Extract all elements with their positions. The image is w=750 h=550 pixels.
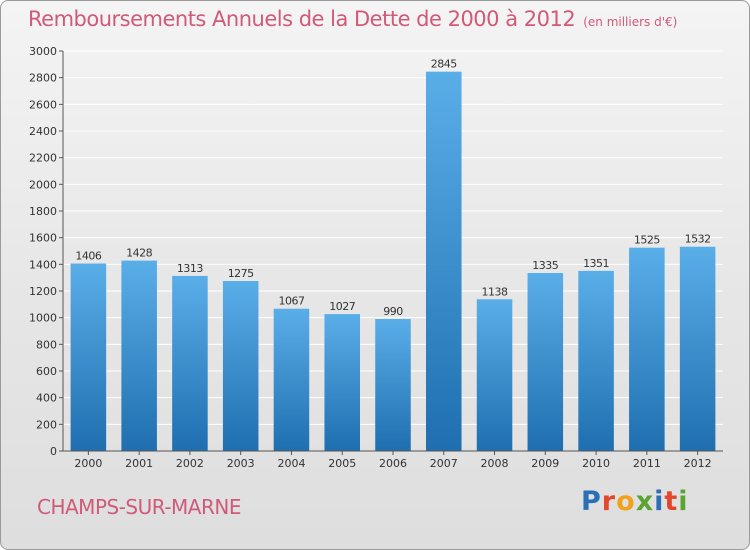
data-label: 1351 bbox=[583, 257, 609, 270]
x-tick-label: 2011 bbox=[633, 457, 661, 470]
bar-2003 bbox=[222, 281, 259, 451]
y-tick-label: 1600 bbox=[29, 232, 57, 245]
bar-2006 bbox=[375, 319, 411, 451]
x-tick-label: 2009 bbox=[531, 457, 559, 470]
data-label: 1428 bbox=[126, 247, 152, 260]
bars bbox=[70, 71, 716, 452]
chart-subtitle: (en milliers d'€) bbox=[583, 15, 678, 29]
x-tick-label: 2008 bbox=[481, 457, 509, 470]
y-tick-label: 3000 bbox=[29, 45, 57, 58]
y-tick-label: 200 bbox=[36, 418, 57, 431]
bar-2008 bbox=[476, 299, 513, 451]
bar-2010 bbox=[578, 270, 614, 451]
x-tick-label: 2001 bbox=[125, 457, 153, 470]
logo-letter: o bbox=[616, 486, 636, 517]
data-label: 2845 bbox=[431, 58, 457, 71]
logo-letter: i bbox=[654, 486, 665, 517]
x-tick-label: 2005 bbox=[328, 457, 356, 470]
bar-2012 bbox=[679, 246, 716, 451]
x-tick-label: 2006 bbox=[379, 457, 407, 470]
x-tick-label: 2000 bbox=[74, 457, 102, 470]
data-label: 1532 bbox=[685, 233, 711, 246]
logo-letter: t bbox=[664, 486, 679, 517]
y-tick-label: 2800 bbox=[29, 72, 57, 85]
logo-letter: i bbox=[678, 486, 689, 517]
data-label: 990 bbox=[383, 305, 403, 318]
x-tick-label: 2004 bbox=[277, 457, 305, 470]
data-label: 1313 bbox=[177, 262, 203, 275]
y-tick-label: 400 bbox=[36, 392, 57, 405]
bar-2001 bbox=[121, 260, 157, 451]
y-tick-label: 1200 bbox=[29, 285, 57, 298]
data-label: 1525 bbox=[634, 234, 660, 247]
labels: 0 200 400 600 800 1000 1200 1400 1600 1800 2000 220… bbox=[29, 45, 712, 470]
y-tick-label: 1000 bbox=[29, 312, 57, 325]
bar-2005 bbox=[324, 314, 360, 451]
data-label: 1027 bbox=[329, 300, 355, 313]
bar-2007 bbox=[426, 71, 462, 452]
logo-letter: r bbox=[601, 486, 617, 517]
y-tick-label: 1800 bbox=[29, 205, 57, 218]
y-tick-label: 2000 bbox=[29, 178, 57, 191]
logo-letter: P bbox=[581, 486, 602, 517]
y-tick-label: 2200 bbox=[29, 152, 57, 165]
data-label: 1275 bbox=[228, 267, 254, 280]
commune-name: CHAMPS-SUR-MARNE bbox=[37, 495, 241, 519]
x-tick-label: 2012 bbox=[684, 457, 712, 470]
title-text: Remboursements Annuels de la Dette de 20… bbox=[28, 7, 576, 31]
data-label: 1335 bbox=[532, 259, 558, 272]
bar-2011 bbox=[629, 247, 665, 451]
chart-title: Remboursements Annuels de la Dette de 20… bbox=[28, 7, 677, 31]
data-label: 1067 bbox=[278, 295, 304, 308]
y-tick-label: 0 bbox=[50, 445, 57, 458]
y-tick-label: 800 bbox=[36, 338, 57, 351]
logo-letter: x bbox=[635, 486, 655, 517]
bar-2004 bbox=[273, 308, 310, 451]
data-label: 1138 bbox=[482, 285, 508, 298]
bar-2009 bbox=[527, 273, 564, 451]
data-label: 1406 bbox=[75, 250, 101, 263]
x-tick-label: 2002 bbox=[176, 457, 204, 470]
y-tick-label: 2600 bbox=[29, 98, 57, 111]
axes bbox=[59, 50, 723, 455]
bar-2000 bbox=[70, 263, 107, 451]
y-tick-label: 600 bbox=[36, 365, 57, 378]
x-tick-label: 2003 bbox=[227, 457, 255, 470]
y-tick-label: 2400 bbox=[29, 125, 57, 138]
proxiti-logo: Proxiti bbox=[581, 486, 689, 517]
x-tick-label: 2010 bbox=[582, 457, 610, 470]
y-tick-label: 1400 bbox=[29, 258, 57, 271]
bar-2002 bbox=[172, 275, 208, 451]
x-tick-label: 2007 bbox=[430, 457, 458, 470]
